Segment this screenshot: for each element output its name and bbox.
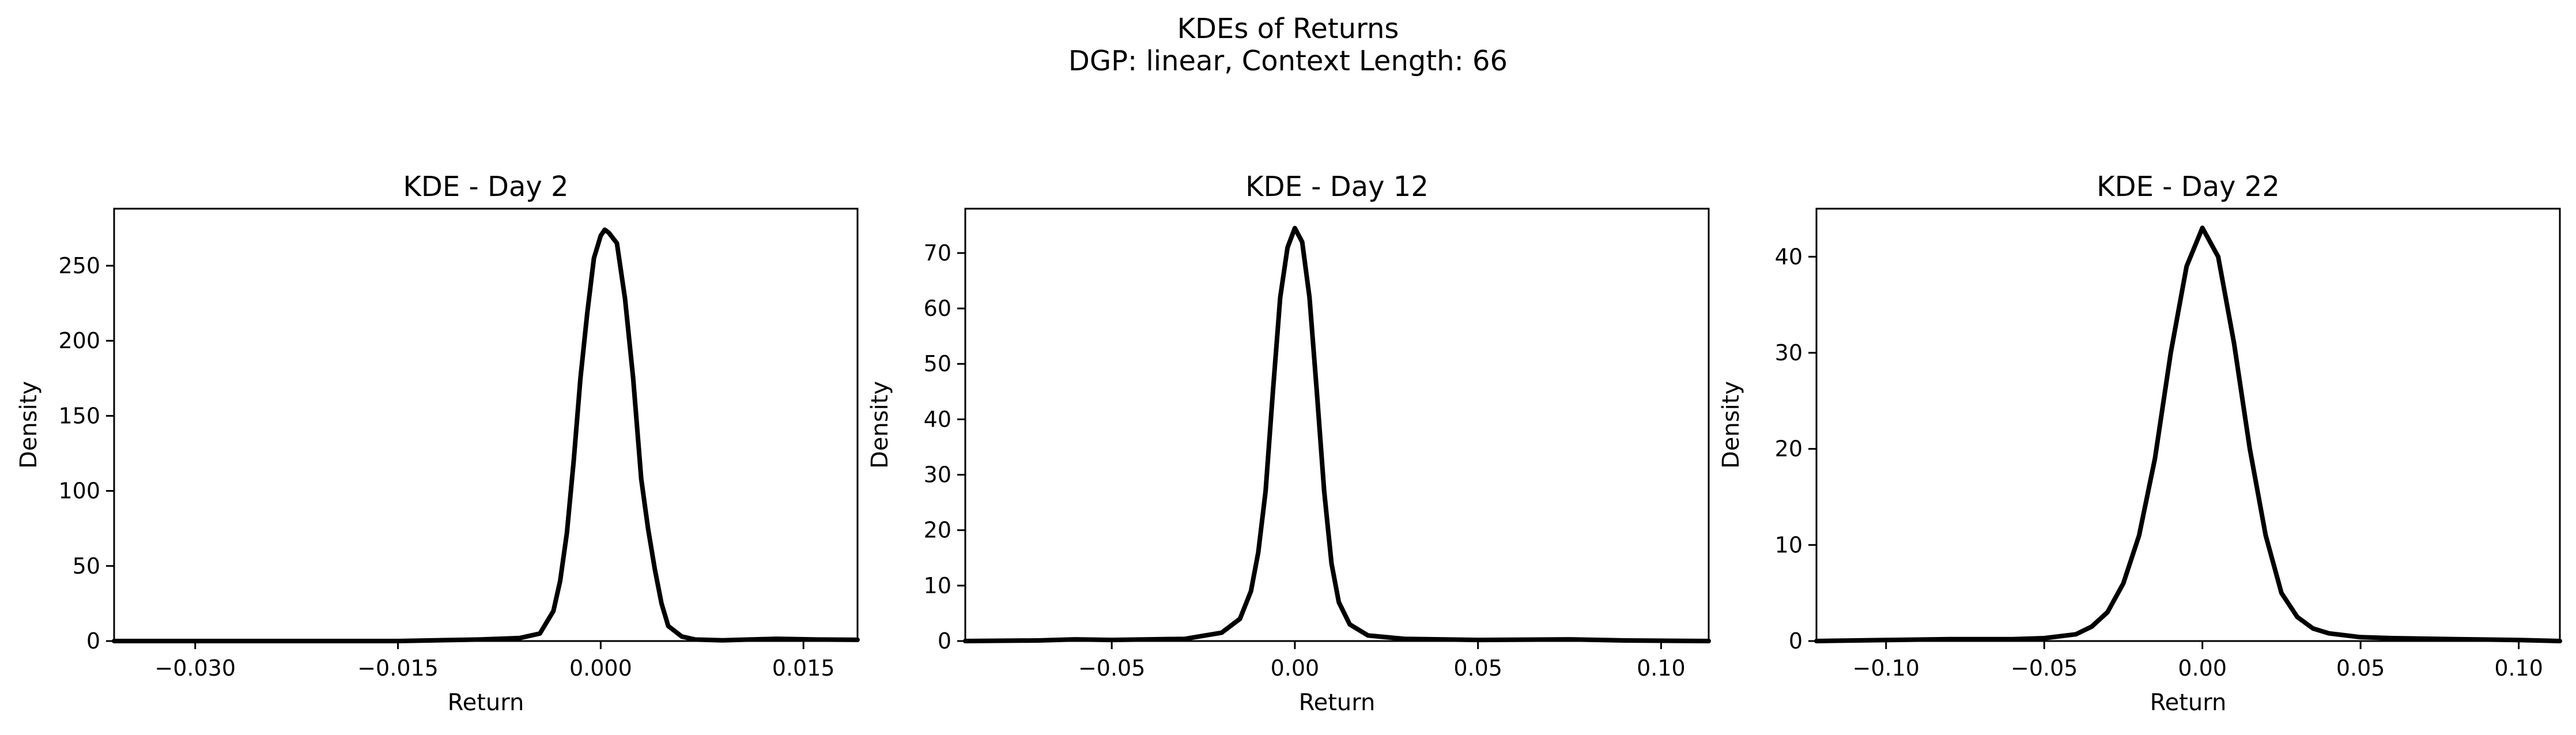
x-tick-label: 0.000 — [569, 655, 632, 681]
subplot-title: KDE - Day 12 — [1245, 171, 1429, 203]
subplot-day-12: −0.05 0.00 0.05 0.10 0 10 20 30 40 50 60 70 KDE - Da… — [867, 171, 1711, 716]
subplot-title: KDE - Day 2 — [403, 171, 568, 203]
y-tick-label: 30 — [924, 462, 951, 488]
figure-title-line-1: KDEs of Returns — [1177, 13, 1399, 45]
x-tick-label: 0.10 — [2494, 655, 2543, 681]
subplot-title: KDE - Day 22 — [2097, 171, 2280, 203]
x-tick-label: −0.015 — [357, 655, 439, 681]
y-tick-label: 20 — [1775, 436, 1803, 462]
axes-frame — [113, 208, 859, 642]
y-axis-label: Density — [16, 381, 42, 469]
x-tick-label: 0.05 — [2336, 655, 2385, 681]
x-axis-label: Return — [1299, 689, 1376, 716]
x-tick-label: 0.10 — [1637, 655, 1686, 681]
x-tick-label: −0.05 — [1078, 655, 1145, 681]
figure-title-line-2: DGP: linear, Context Length: 66 — [1068, 45, 1508, 77]
y-tick-label: 10 — [924, 573, 951, 598]
y-tick-label: 50 — [73, 553, 100, 579]
subplot-day-22: −0.10 −0.05 0.00 0.05 0.10 0 10 20 30 40 KDE - Day… — [1718, 171, 2562, 716]
y-tick-label: 0 — [938, 628, 951, 654]
axes-frame — [964, 208, 1710, 642]
y-tick-label: 0 — [1789, 628, 1803, 654]
y-tick-label: 30 — [1775, 340, 1803, 365]
x-axis-label: Return — [2150, 689, 2227, 716]
x-tick-label: 0.00 — [1271, 655, 1320, 681]
y-tick-label: 70 — [924, 240, 951, 266]
y-axis-label: Density — [867, 381, 893, 469]
kde-series-line — [963, 225, 1711, 643]
x-tick-label: −0.030 — [154, 655, 236, 681]
y-tick-label: 200 — [58, 328, 100, 353]
x-tick-label: 0.00 — [2178, 655, 2227, 681]
y-tick-label: 40 — [1775, 244, 1803, 269]
x-tick-label: 0.05 — [1453, 655, 1502, 681]
y-tick-label: 150 — [58, 403, 100, 428]
y-tick-label: 40 — [924, 406, 951, 432]
x-tick-label: −0.10 — [1853, 655, 1920, 681]
y-axis-label: Density — [1718, 381, 1744, 469]
y-tick-label: 60 — [924, 296, 951, 321]
x-tick-label: 0.015 — [772, 655, 835, 681]
y-tick-label: 20 — [924, 518, 951, 543]
kde-series-line — [1814, 225, 2562, 643]
y-tick-label: 100 — [58, 478, 100, 504]
y-tick-label: 10 — [1775, 532, 1803, 557]
x-tick-label: −0.05 — [2011, 655, 2078, 681]
x-axis-label: Return — [448, 689, 524, 716]
kde-series-line — [112, 227, 860, 643]
y-tick-label: 50 — [924, 351, 951, 376]
subplot-day-2: −0.030 −0.015 0.000 0.015 0 50 100 150 200 250 KDE… — [16, 171, 860, 716]
y-tick-label: 250 — [58, 253, 100, 278]
y-tick-label: 0 — [86, 628, 100, 654]
axes-frame — [1815, 208, 2561, 642]
